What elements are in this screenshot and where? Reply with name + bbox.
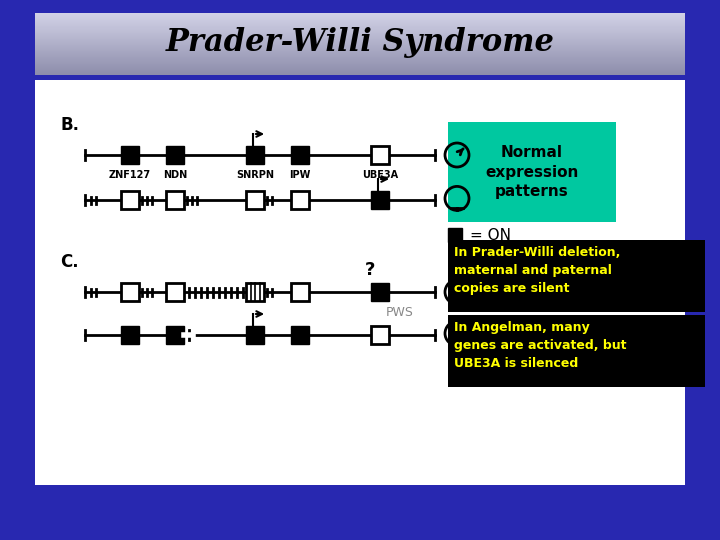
Bar <box>35 55 685 56</box>
Bar <box>35 36 685 37</box>
Bar <box>35 37 685 38</box>
Bar <box>35 80 685 485</box>
Bar <box>35 30 685 31</box>
Text: In Angelman, many
genes are activated, but
UBE3A is silenced: In Angelman, many genes are activated, b… <box>454 321 626 370</box>
Bar <box>35 56 685 57</box>
Bar <box>35 72 685 73</box>
Bar <box>35 48 685 49</box>
Text: Prader-Willi Syndrome: Prader-Willi Syndrome <box>166 28 554 58</box>
Text: = ON: = ON <box>470 227 511 242</box>
Bar <box>35 20 685 21</box>
Bar <box>35 68 685 69</box>
Bar <box>371 326 389 344</box>
Bar <box>291 191 309 209</box>
Bar <box>35 69 685 70</box>
Bar <box>35 45 685 46</box>
Bar <box>121 146 139 164</box>
Text: SNRPN: SNRPN <box>236 170 274 180</box>
Bar <box>246 283 264 301</box>
Bar <box>35 52 685 53</box>
Bar <box>35 49 685 50</box>
Bar <box>35 64 685 65</box>
Bar <box>35 58 685 59</box>
Bar <box>448 228 462 242</box>
Bar <box>35 57 685 58</box>
Bar <box>35 17 685 18</box>
Bar <box>35 40 685 41</box>
Bar <box>246 191 264 209</box>
Text: ?: ? <box>365 261 375 279</box>
Bar <box>246 326 264 344</box>
Bar <box>35 26 685 28</box>
Bar <box>166 283 184 301</box>
Bar <box>35 50 685 51</box>
Bar <box>35 59 685 60</box>
Bar <box>35 39 685 40</box>
Bar <box>35 47 685 48</box>
Bar <box>166 326 184 344</box>
Bar <box>35 70 685 71</box>
Text: IPW: IPW <box>289 170 311 180</box>
Text: B.: B. <box>60 116 79 134</box>
Bar <box>35 62 685 63</box>
Bar <box>35 23 685 24</box>
Bar <box>35 21 685 22</box>
Bar <box>121 283 139 301</box>
Bar <box>35 51 685 52</box>
Text: UBE3A: UBE3A <box>362 170 398 180</box>
Bar <box>35 63 685 64</box>
Bar <box>291 326 309 344</box>
Bar <box>121 326 139 344</box>
Text: In Prader-Willi deletion,
maternal and paternal
copies are silent: In Prader-Willi deletion, maternal and p… <box>454 246 621 295</box>
Bar <box>35 31 685 32</box>
Bar <box>35 35 685 36</box>
Bar <box>35 24 685 25</box>
Bar <box>448 240 705 312</box>
Text: C.: C. <box>60 253 78 271</box>
Bar <box>35 33 685 35</box>
Bar <box>35 29 685 30</box>
Bar <box>35 53 685 55</box>
Bar <box>291 146 309 164</box>
Bar <box>35 41 685 42</box>
Bar <box>35 44 685 45</box>
Bar <box>35 65 685 66</box>
Bar <box>35 19 685 20</box>
Bar <box>35 42 685 43</box>
Bar <box>35 67 685 68</box>
Bar <box>371 191 389 209</box>
Bar <box>35 18 685 19</box>
Bar <box>35 22 685 23</box>
Bar <box>35 46 685 47</box>
Text: PWS: PWS <box>386 306 414 319</box>
Bar <box>291 283 309 301</box>
Bar <box>35 15 685 16</box>
Bar <box>35 25 685 26</box>
Text: ZNF127: ZNF127 <box>109 170 151 180</box>
Text: Normal
expression
patterns: Normal expression patterns <box>485 145 579 199</box>
Bar <box>35 32 685 33</box>
Bar <box>371 146 389 164</box>
Bar <box>35 14 685 15</box>
Bar <box>35 60 685 62</box>
Bar <box>35 73 685 74</box>
Bar <box>448 122 616 222</box>
Bar <box>121 191 139 209</box>
Bar <box>448 315 705 387</box>
Text: NDN: NDN <box>163 170 187 180</box>
Bar <box>35 38 685 39</box>
Bar <box>371 283 389 301</box>
Bar <box>35 16 685 17</box>
Bar <box>35 66 685 67</box>
Bar <box>35 74 685 75</box>
Bar <box>35 71 685 72</box>
Bar <box>166 146 184 164</box>
Bar <box>246 146 264 164</box>
Bar <box>35 43 685 44</box>
Bar <box>35 13 685 14</box>
Bar <box>166 191 184 209</box>
Bar <box>35 28 685 29</box>
